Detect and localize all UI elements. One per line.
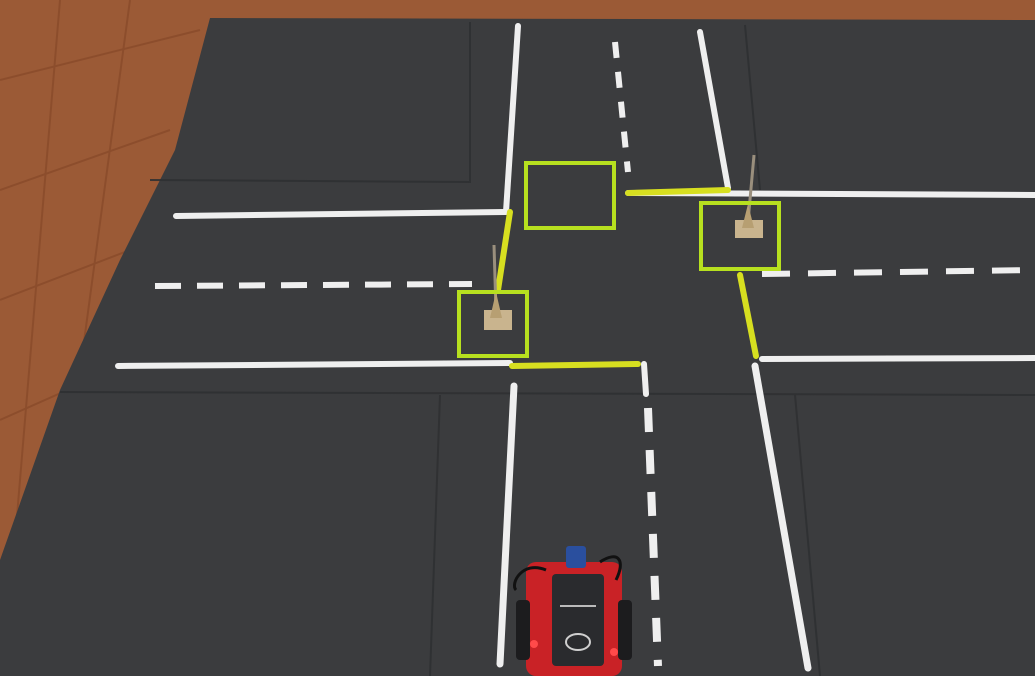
- tile-seams: [59, 22, 1035, 676]
- detection-box-intersection-center: [524, 161, 616, 230]
- detection-box-sign-left: [457, 290, 529, 358]
- robot-wheel-left: [516, 600, 530, 660]
- robot-wheel-right: [618, 600, 632, 660]
- robot-logo-icon: [565, 633, 591, 651]
- traffic-sign-right: [735, 154, 763, 238]
- dashed-center-lines: [154, 41, 1035, 667]
- road-mat: [0, 18, 1035, 676]
- stop-lines: [495, 187, 759, 369]
- robot-camera: [566, 546, 586, 568]
- detection-box-sign-right: [699, 201, 781, 271]
- lane-lines: [115, 23, 1035, 672]
- robot-car: [513, 546, 632, 676]
- traffic-sign-left: [484, 244, 512, 330]
- robot-top-board: [552, 574, 604, 666]
